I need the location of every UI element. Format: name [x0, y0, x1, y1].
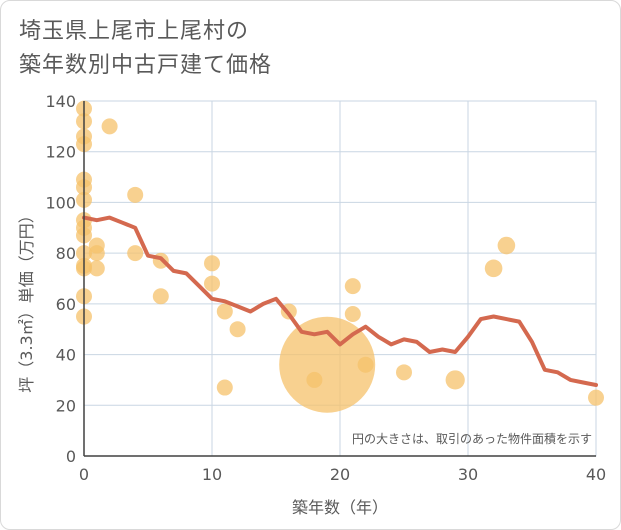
- y-tick-label-1: 20: [56, 396, 76, 415]
- y-tick-label-4: 80: [56, 244, 76, 263]
- chart-title: 埼玉県上尾市上尾村の 築年数別中古戸建て価格: [19, 15, 272, 83]
- size-note: 円の大きさは、取引のあった物件面積を示す: [352, 431, 592, 446]
- average-line-0: [82, 215, 598, 387]
- data-point-16: [88, 245, 105, 262]
- x-tick-label-1: 10: [202, 465, 222, 484]
- y-tick-label-5: 100: [45, 193, 76, 212]
- data-point-33: [357, 356, 374, 373]
- x-tick-label-4: 40: [586, 465, 606, 484]
- data-point-35: [445, 370, 465, 390]
- data-point-23: [204, 255, 220, 272]
- chart-title-line-1: 埼玉県上尾市上尾村の: [19, 19, 250, 44]
- y-tick-label-6: 120: [45, 143, 76, 162]
- data-point-18: [101, 118, 118, 135]
- data-point-36: [484, 259, 503, 278]
- data-point-19: [127, 186, 144, 203]
- average-lines: [82, 215, 598, 387]
- data-point-25: [216, 303, 233, 320]
- y-tick-label-2: 40: [56, 346, 76, 365]
- y-axis-label: 坪（3.3㎡）単価（万円）: [17, 207, 36, 392]
- data-point-17: [88, 260, 105, 277]
- x-tick-label-2: 20: [330, 465, 350, 484]
- data-point-31: [344, 278, 361, 295]
- chart-title-line-2: 築年数別中古戸建て価格: [19, 53, 273, 78]
- data-point-38: [588, 389, 604, 406]
- data-point-32: [344, 306, 361, 322]
- data-point-37: [497, 236, 516, 255]
- data-point-26: [216, 379, 233, 396]
- y-tick-label-7: 140: [45, 92, 76, 111]
- data-point-22: [152, 288, 169, 305]
- data-point-20: [127, 245, 144, 262]
- x-axis-label: 築年数（年）: [292, 498, 388, 517]
- y-tick-labels: 0 20 40 60 80 100 120 140: [45, 92, 76, 466]
- y-tick-label-3: 60: [56, 295, 76, 314]
- data-point-30: [279, 316, 376, 413]
- y-tick-label-0: 0: [66, 447, 76, 466]
- x-tick-labels: 0 10 20 30 40: [79, 465, 606, 484]
- axes: [83, 101, 596, 457]
- data-point-34: [396, 364, 412, 381]
- data-point-24: [204, 275, 220, 292]
- x-tick-label-3: 30: [458, 465, 478, 484]
- data-point-27: [229, 321, 246, 338]
- x-tick-label-0: 0: [79, 465, 89, 484]
